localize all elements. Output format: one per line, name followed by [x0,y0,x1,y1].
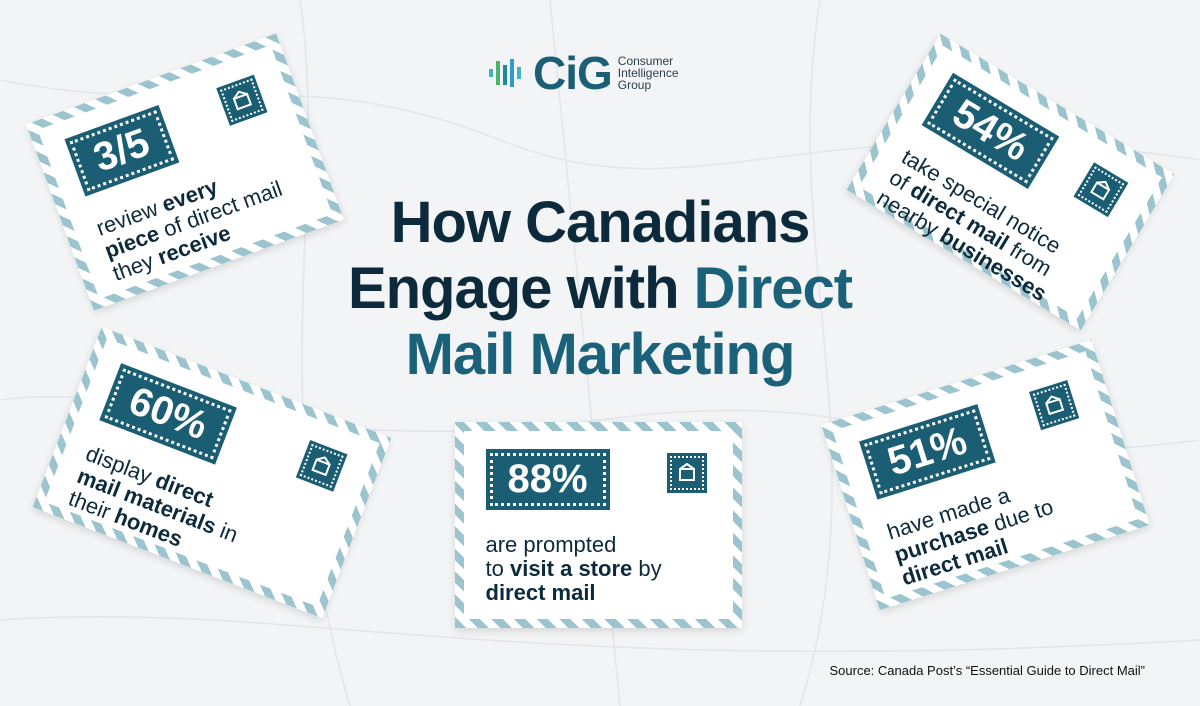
text-run: direct mail [485,580,596,605]
text-line: to visit a store by [486,557,662,581]
logo-name-line: Consumer [617,54,674,68]
mail-card: 51% have made a purchase due to direct mail [820,339,1150,611]
text-line: direct mail [486,581,662,605]
text-run: by [632,556,662,581]
icon-stamp [666,453,707,493]
text-run: to [485,556,510,581]
title-part: Engage with [347,256,680,321]
logo-name-line: Intelligence [617,66,679,80]
logo-name-line: Group [617,78,652,92]
title: How Canadians Engage with Direct Mail Ma… [300,190,900,388]
stat-stamp: 60% [99,362,237,465]
text-run: are prompted [485,532,617,557]
logo-icon [489,59,521,87]
mail-card: 3/5 review every piece of direct mail they … [26,33,344,311]
stat-stamp: 51% [858,404,996,500]
title-part: Direct [693,256,853,321]
stat-stamp: 88% [485,449,610,510]
stat-stamp: 3/5 [64,105,179,197]
icon-stamp [1073,162,1128,218]
title-line: Engage with Direct [300,256,900,322]
text-line: are prompted [486,533,662,557]
title-line: Mail Marketing [405,322,796,387]
card-text: are prompted to visit a store by direct ma… [486,533,662,605]
mail-card: 60% display direct mail materials in their … [32,326,392,618]
logo: CiG Consumer Intelligence Group [487,46,679,100]
icon-stamp [295,439,348,492]
text-run: visit a store [509,556,633,581]
source: Source: Canada Post’s “Essential Guide t… [829,663,1145,678]
logo-name: Consumer Intelligence Group [618,55,679,91]
icon-stamp [216,74,268,126]
mail-card: 54% take special notice of direct mail fro… [846,33,1174,331]
title-line: How Canadians [390,190,811,255]
logo-mark: CiG [533,47,613,99]
icon-stamp [1028,380,1079,431]
mail-card: 88% are prompted to visit a store by direct… [454,422,742,628]
